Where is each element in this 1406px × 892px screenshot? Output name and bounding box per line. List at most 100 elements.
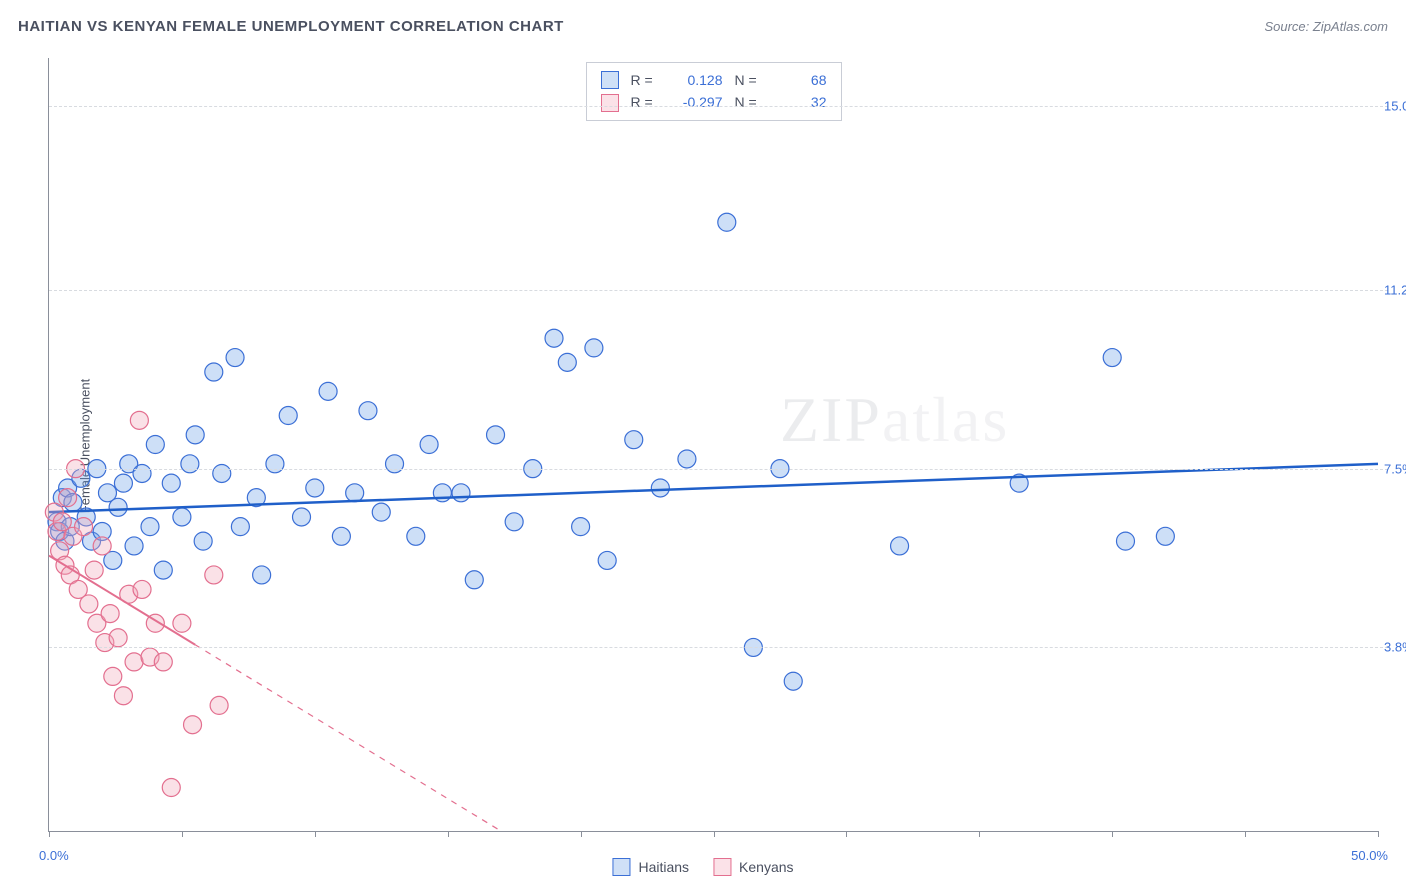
x-tick bbox=[1112, 831, 1113, 837]
x-tick bbox=[979, 831, 980, 837]
data-point bbox=[718, 213, 736, 231]
x-tick bbox=[846, 831, 847, 837]
data-point bbox=[279, 407, 297, 425]
y-tick-label: 7.5% bbox=[1384, 461, 1406, 476]
x-tick bbox=[182, 831, 183, 837]
data-point bbox=[85, 561, 103, 579]
data-point bbox=[125, 653, 143, 671]
n-label: N = bbox=[735, 69, 765, 91]
data-point bbox=[133, 464, 151, 482]
gridline bbox=[49, 647, 1388, 648]
data-point bbox=[598, 551, 616, 569]
data-point bbox=[266, 455, 284, 473]
data-point bbox=[1116, 532, 1134, 550]
data-point bbox=[186, 426, 204, 444]
x-tick bbox=[1245, 831, 1246, 837]
gridline bbox=[49, 290, 1388, 291]
data-point bbox=[226, 349, 244, 367]
x-tick bbox=[315, 831, 316, 837]
x-tick bbox=[49, 831, 50, 837]
legend-item: Haitians bbox=[612, 858, 689, 876]
data-point bbox=[572, 518, 590, 536]
n-label: N = bbox=[735, 91, 765, 113]
y-tick-label: 11.2% bbox=[1384, 282, 1406, 297]
data-point bbox=[487, 426, 505, 444]
trend-line-extrapolated bbox=[195, 645, 501, 831]
data-point bbox=[346, 484, 364, 502]
data-point bbox=[114, 687, 132, 705]
legend-label: Kenyans bbox=[739, 859, 793, 875]
n-value: 32 bbox=[777, 91, 827, 113]
data-point bbox=[1156, 527, 1174, 545]
r-label: R = bbox=[631, 91, 661, 113]
legend-label: Haitians bbox=[638, 859, 689, 875]
n-value: 68 bbox=[777, 69, 827, 91]
data-point bbox=[784, 672, 802, 690]
data-point bbox=[1103, 349, 1121, 367]
data-point bbox=[231, 518, 249, 536]
data-point bbox=[452, 484, 470, 502]
r-value: 0.128 bbox=[673, 69, 723, 91]
x-tick bbox=[581, 831, 582, 837]
data-point bbox=[420, 436, 438, 454]
data-point bbox=[114, 474, 132, 492]
data-point bbox=[130, 411, 148, 429]
data-point bbox=[213, 464, 231, 482]
data-point bbox=[141, 518, 159, 536]
data-point bbox=[386, 455, 404, 473]
data-point bbox=[104, 667, 122, 685]
data-point bbox=[194, 532, 212, 550]
x-limit-label: 0.0% bbox=[39, 848, 69, 863]
data-point bbox=[184, 716, 202, 734]
data-point bbox=[505, 513, 523, 531]
data-point bbox=[372, 503, 390, 521]
stats-row: R = 0.128 N = 68 bbox=[601, 69, 827, 91]
data-point bbox=[205, 566, 223, 584]
x-tick bbox=[1378, 831, 1379, 837]
data-point bbox=[59, 489, 77, 507]
data-point bbox=[359, 402, 377, 420]
data-point bbox=[173, 508, 191, 526]
x-tick bbox=[714, 831, 715, 837]
correlation-stats-box: R = 0.128 N = 68 R = -0.297 N = 32 bbox=[586, 62, 842, 121]
data-point bbox=[93, 537, 111, 555]
chart-header: HAITIAN VS KENYAN FEMALE UNEMPLOYMENT CO… bbox=[18, 18, 1388, 35]
data-point bbox=[210, 696, 228, 714]
data-point bbox=[319, 382, 337, 400]
trend-line bbox=[49, 464, 1378, 512]
data-point bbox=[133, 580, 151, 598]
legend-swatch bbox=[713, 858, 731, 876]
data-point bbox=[465, 571, 483, 589]
data-point bbox=[205, 363, 223, 381]
legend: Haitians Kenyans bbox=[612, 858, 793, 876]
legend-item: Kenyans bbox=[713, 858, 793, 876]
data-point bbox=[162, 474, 180, 492]
data-point bbox=[651, 479, 669, 497]
data-point bbox=[173, 614, 191, 632]
data-point bbox=[306, 479, 324, 497]
data-point bbox=[181, 455, 199, 473]
plot-area: R =0.128N =68R =-0.297N =32 ZIPatlas 3.8… bbox=[48, 58, 1378, 832]
data-point bbox=[109, 629, 127, 647]
data-point bbox=[154, 653, 172, 671]
series-swatch bbox=[601, 94, 619, 112]
data-point bbox=[585, 339, 603, 357]
data-point bbox=[125, 537, 143, 555]
r-label: R = bbox=[631, 69, 661, 91]
x-tick bbox=[448, 831, 449, 837]
gridline bbox=[49, 469, 1388, 470]
data-point bbox=[625, 431, 643, 449]
data-point bbox=[146, 436, 164, 454]
data-point bbox=[80, 595, 98, 613]
data-point bbox=[162, 779, 180, 797]
r-value: -0.297 bbox=[673, 91, 723, 113]
data-point bbox=[154, 561, 172, 579]
data-point bbox=[407, 527, 425, 545]
data-point bbox=[253, 566, 271, 584]
source-attribution: Source: ZipAtlas.com bbox=[1264, 19, 1388, 34]
data-point bbox=[332, 527, 350, 545]
x-limit-label: 50.0% bbox=[1351, 848, 1388, 863]
data-point bbox=[891, 537, 909, 555]
gridline bbox=[49, 106, 1388, 107]
data-point bbox=[545, 329, 563, 347]
